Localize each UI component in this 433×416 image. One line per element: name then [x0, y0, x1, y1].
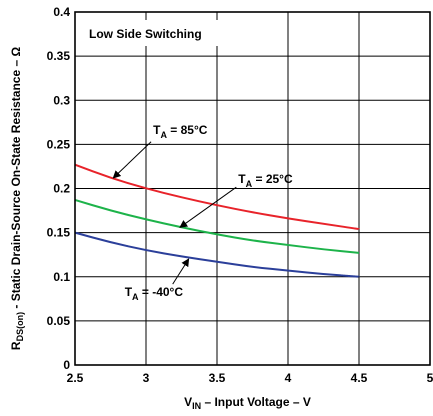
x-tick-label: 4.5	[351, 371, 368, 385]
x-tick-label: 2.5	[67, 371, 84, 385]
gridlines	[74, 11, 431, 366]
tick-labels: 2.5 3 3.5 4 4.5 5 0 0.05 0.1 0.15 0.2 0.25 0.3 0.35 0.…	[47, 5, 433, 385]
y-tick-label: 0	[63, 358, 70, 372]
y-axis-label-rest: - Static Drain-Source On-State Resistanc…	[9, 47, 23, 312]
series-label-sub: A	[132, 292, 139, 302]
plot-frame	[74, 11, 431, 366]
annotation-arrow	[179, 186, 237, 228]
series-label-3: TA = -40°C	[125, 285, 184, 302]
x-tick-label: 5	[427, 371, 433, 385]
chart-title: Low Side Switching	[89, 27, 202, 41]
series-label-sub: A	[246, 179, 253, 189]
y-axis-label-sub: DS(on)	[15, 312, 25, 342]
annotation-arrow	[172, 258, 190, 285]
series-label-rest: = 25°C	[252, 172, 293, 186]
y-tick-label: 0.15	[47, 226, 71, 240]
series-label-rest: = 85°C	[167, 123, 208, 137]
annotation-arrow	[112, 141, 152, 179]
y-tick-label: 0.25	[47, 137, 71, 151]
y-tick-label: 0.2	[53, 182, 70, 196]
series-label-rest: = -40°C	[139, 285, 184, 299]
y-axis-label: RDS(on) - Static Drain-Source On-State R…	[9, 47, 25, 351]
x-axis-label-sub: IN	[192, 401, 201, 411]
title-box	[81, 20, 231, 46]
series-label-sub: A	[160, 130, 167, 140]
y-tick-label: 0.35	[47, 49, 71, 63]
series-line-1	[74, 163, 360, 231]
y-tick-label: 0.4	[53, 5, 70, 19]
series-label-main: T	[238, 172, 246, 186]
x-tick-label: 3	[143, 371, 150, 385]
series-line-3	[74, 231, 360, 278]
series-label-main: T	[125, 285, 133, 299]
series-label-2: TA = 25°C	[238, 172, 293, 189]
series-label-main: T	[153, 123, 161, 137]
x-axis-label-main: V	[184, 395, 192, 409]
y-axis-label-main: R	[9, 341, 23, 350]
series-label-1: TA = 85°C	[153, 123, 208, 140]
series-line-2	[74, 199, 360, 254]
x-axis-label: VIN – Input Voltage – V	[184, 395, 311, 411]
x-axis-label-rest: – Input Voltage – V	[201, 395, 311, 409]
x-tick-label: 4	[285, 371, 292, 385]
annotations: TA = 85°CTA = 25°CTA = -40°C	[112, 123, 293, 302]
y-tick-label: 0.1	[53, 270, 70, 284]
y-tick-label: 0.3	[53, 93, 70, 107]
y-tick-label: 0.05	[47, 314, 71, 328]
x-tick-label: 3.5	[209, 371, 226, 385]
series-layer	[74, 163, 360, 278]
